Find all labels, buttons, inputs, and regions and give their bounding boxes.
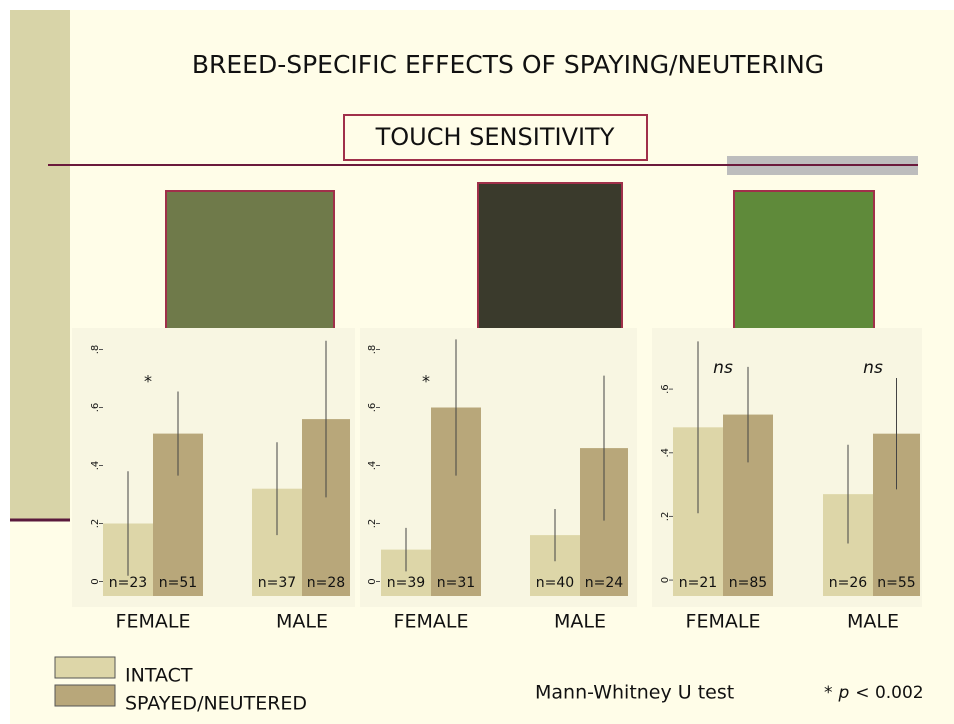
x-tick-label: MALE — [554, 611, 606, 633]
significance-note: ns — [863, 358, 883, 378]
legend-swatch — [55, 657, 115, 678]
test-note: Mann-Whitney U test — [535, 682, 734, 704]
p-note-value: < 0.002 — [855, 683, 923, 703]
y-tick-label: .6 — [90, 403, 101, 413]
x-tick-label: FEMALE — [116, 611, 191, 633]
x-tick-label: MALE — [847, 611, 899, 633]
y-tick-label: .6 — [660, 384, 671, 394]
x-tick-label: FEMALE — [394, 611, 469, 633]
y-tick-label: .4 — [660, 448, 671, 458]
n-label: n=24 — [585, 575, 624, 591]
y-tick-label: .4 — [367, 461, 378, 471]
slide-subtitle: TOUCH SENSITIVITY — [375, 123, 615, 151]
n-label: n=31 — [437, 575, 475, 591]
y-tick-label: .2 — [660, 512, 671, 522]
side-strip — [10, 10, 70, 520]
significance-note: * — [144, 372, 152, 391]
y-tick-label: .2 — [367, 519, 378, 529]
x-tick-label: FEMALE — [686, 611, 761, 633]
slide: BREED-SPECIFIC EFFECTS OF SPAYING/NEUTER… — [0, 0, 954, 724]
legend-label: SPAYED/NEUTERED — [125, 693, 307, 715]
y-tick-label: .8 — [367, 345, 378, 355]
y-tick-label: 0 — [660, 577, 671, 583]
p-note-star: * — [824, 683, 833, 703]
legend-label: INTACT — [125, 665, 193, 687]
x-tick-label: MALE — [276, 611, 328, 633]
n-label: n=39 — [387, 575, 425, 591]
n-label: n=55 — [877, 575, 915, 591]
legend-swatch — [55, 685, 115, 706]
p-note-var: p — [838, 683, 850, 703]
n-label: n=37 — [258, 575, 296, 591]
n-label: n=51 — [159, 575, 197, 591]
y-tick-label: 0 — [90, 578, 101, 584]
dog-photo — [166, 191, 334, 330]
dog-photo — [734, 191, 874, 343]
y-tick-label: .6 — [367, 403, 378, 413]
n-label: n=21 — [679, 575, 717, 591]
n-label: n=85 — [729, 575, 767, 591]
y-tick-label: 0 — [367, 578, 378, 584]
n-label: n=23 — [109, 575, 147, 591]
charts: 0 .2 .4 .6 .8 FEMALE n=23 n=51 * MALE n=37 n=28 0 .2.… — [72, 328, 922, 633]
n-label: n=40 — [536, 575, 574, 591]
y-tick-label: .8 — [90, 345, 101, 355]
y-tick-label: .2 — [90, 519, 101, 529]
n-label: n=28 — [307, 575, 345, 591]
significance-note: ns — [713, 358, 733, 378]
p-note: *p< 0.002 — [824, 683, 924, 703]
slide-title: BREED-SPECIFIC EFFECTS OF SPAYING/NEUTER… — [192, 50, 824, 79]
y-tick-label: .4 — [90, 461, 101, 471]
n-label: n=26 — [829, 575, 868, 591]
significance-note: * — [422, 372, 430, 391]
